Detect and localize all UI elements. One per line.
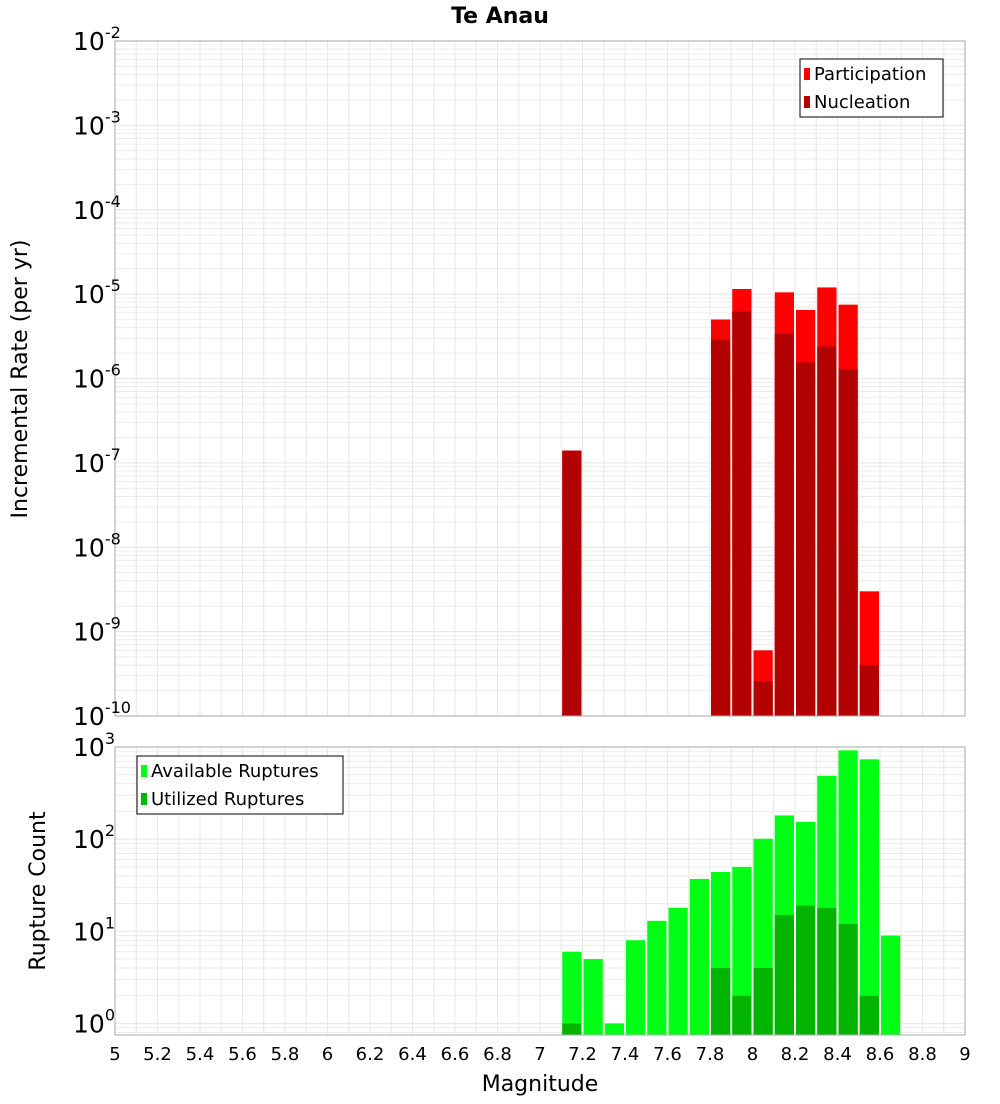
rate-y-tick-label: 10-7 bbox=[73, 445, 121, 478]
nucleation-bar bbox=[562, 450, 582, 716]
utilized-ruptures-bar bbox=[562, 1023, 582, 1035]
x-tick-label: 7.4 bbox=[611, 1044, 640, 1065]
count-y-tick-label: 100 bbox=[73, 1005, 115, 1038]
count-legend-label: Utilized Ruptures bbox=[151, 789, 304, 810]
rate-legend-label: Nucleation bbox=[814, 92, 910, 113]
count-plot-frame bbox=[114, 746, 966, 1036]
count-panel: 100 101 102 103 Available Ruptures Utilized R… bbox=[73, 729, 966, 1038]
x-tick-label: 7.6 bbox=[653, 1044, 682, 1065]
available-ruptures-bar bbox=[562, 951, 582, 1035]
rate-legend-label: Participation bbox=[814, 64, 926, 85]
available-ruptures-bar bbox=[689, 878, 709, 1035]
x-axis-label: Magnitude bbox=[482, 1072, 599, 1097]
utilized-ruptures-bar bbox=[732, 995, 752, 1035]
rate-y-tick-label: 10-5 bbox=[73, 276, 121, 309]
utilized-ruptures-bar bbox=[859, 995, 879, 1035]
available-ruptures-bar bbox=[604, 1023, 624, 1035]
available-ruptures-bar bbox=[859, 759, 879, 1035]
count-y-tick-label: 102 bbox=[73, 821, 115, 854]
x-tick-label: 8.6 bbox=[866, 1044, 895, 1065]
x-tick-label: 5.4 bbox=[186, 1044, 215, 1065]
chart-title: Te Anau bbox=[451, 4, 549, 29]
rate-y-tick-label: 10-10 bbox=[73, 698, 131, 731]
count-legend-label: Available Ruptures bbox=[151, 761, 319, 782]
x-tick-label: 6.6 bbox=[441, 1044, 470, 1065]
x-tick-label: 6 bbox=[322, 1044, 333, 1065]
rate-legend-swatch bbox=[804, 96, 810, 108]
nucleation-bar bbox=[753, 680, 773, 716]
available-ruptures-bar bbox=[647, 920, 667, 1035]
count-legend: Available Ruptures Utilized Ruptures bbox=[136, 755, 344, 815]
available-ruptures-bar bbox=[881, 935, 901, 1035]
x-tick-label: 6.2 bbox=[356, 1044, 385, 1065]
x-tick-label: 7.8 bbox=[696, 1044, 725, 1065]
rate-legend: Participation Nucleation bbox=[799, 58, 944, 118]
utilized-ruptures-bar bbox=[817, 907, 837, 1035]
rate-y-tick-label: 10-8 bbox=[73, 529, 121, 562]
x-tick-label: 6.8 bbox=[483, 1044, 512, 1065]
rate-y-tick-label: 10-2 bbox=[73, 23, 121, 56]
nucleation-bar bbox=[817, 346, 837, 716]
utilized-ruptures-bar bbox=[774, 915, 794, 1035]
x-tick-label: 8.2 bbox=[781, 1044, 810, 1065]
x-tick-label: 9 bbox=[959, 1044, 970, 1065]
nucleation-bar bbox=[859, 665, 879, 716]
count-legend-box bbox=[136, 755, 344, 815]
rate-y-tick-label: 10-9 bbox=[73, 614, 121, 647]
x-tick-label: 5.2 bbox=[143, 1044, 172, 1065]
nucleation-bar bbox=[732, 311, 752, 716]
nucleation-bar bbox=[711, 339, 731, 716]
nucleation-bar bbox=[838, 368, 858, 716]
available-ruptures-bar bbox=[626, 940, 646, 1035]
count-legend-swatch bbox=[141, 765, 147, 777]
count-y-tick-label: 101 bbox=[73, 913, 115, 946]
nucleation-bar bbox=[774, 333, 794, 716]
available-ruptures-bar bbox=[583, 959, 603, 1035]
x-tick-label: 6.4 bbox=[398, 1044, 427, 1065]
x-tick-label: 5 bbox=[109, 1044, 120, 1065]
x-tick-label: 5.8 bbox=[271, 1044, 300, 1065]
rate-legend-swatch bbox=[804, 68, 810, 80]
rate-plot-frame bbox=[114, 40, 966, 717]
rate-y-tick-label: 10-3 bbox=[73, 107, 121, 140]
available-ruptures-bar bbox=[668, 907, 688, 1035]
rate-legend-box bbox=[799, 58, 944, 118]
x-tick-label: 5.6 bbox=[228, 1044, 257, 1065]
x-tick-label: 8.4 bbox=[823, 1044, 852, 1065]
nucleation-bar bbox=[796, 362, 816, 716]
x-tick-label: 8.8 bbox=[908, 1044, 937, 1065]
utilized-ruptures-bar bbox=[838, 924, 858, 1035]
x-tick-label: 8 bbox=[747, 1044, 758, 1065]
utilized-ruptures-bar bbox=[753, 967, 773, 1035]
utilized-ruptures-bar bbox=[711, 967, 731, 1035]
x-tick-label: 7 bbox=[534, 1044, 545, 1065]
bottom-y-axis-label: Rupture Count bbox=[26, 811, 51, 971]
count-y-tick-label: 103 bbox=[73, 729, 115, 762]
count-legend-swatch bbox=[141, 793, 147, 805]
x-tick-label: 7.2 bbox=[568, 1044, 597, 1065]
utilized-ruptures-bar bbox=[796, 905, 816, 1035]
rate-y-tick-label: 10-6 bbox=[73, 361, 121, 394]
rate-panel: 10-10 10-9 10-8 10-7 10-6 10-5 10-4 10-3 10-2 Par… bbox=[73, 23, 966, 731]
rate-y-tick-label: 10-4 bbox=[73, 192, 121, 225]
available-ruptures-bar bbox=[732, 866, 752, 1035]
top-y-axis-label: Incremental Rate (per yr) bbox=[8, 240, 33, 519]
